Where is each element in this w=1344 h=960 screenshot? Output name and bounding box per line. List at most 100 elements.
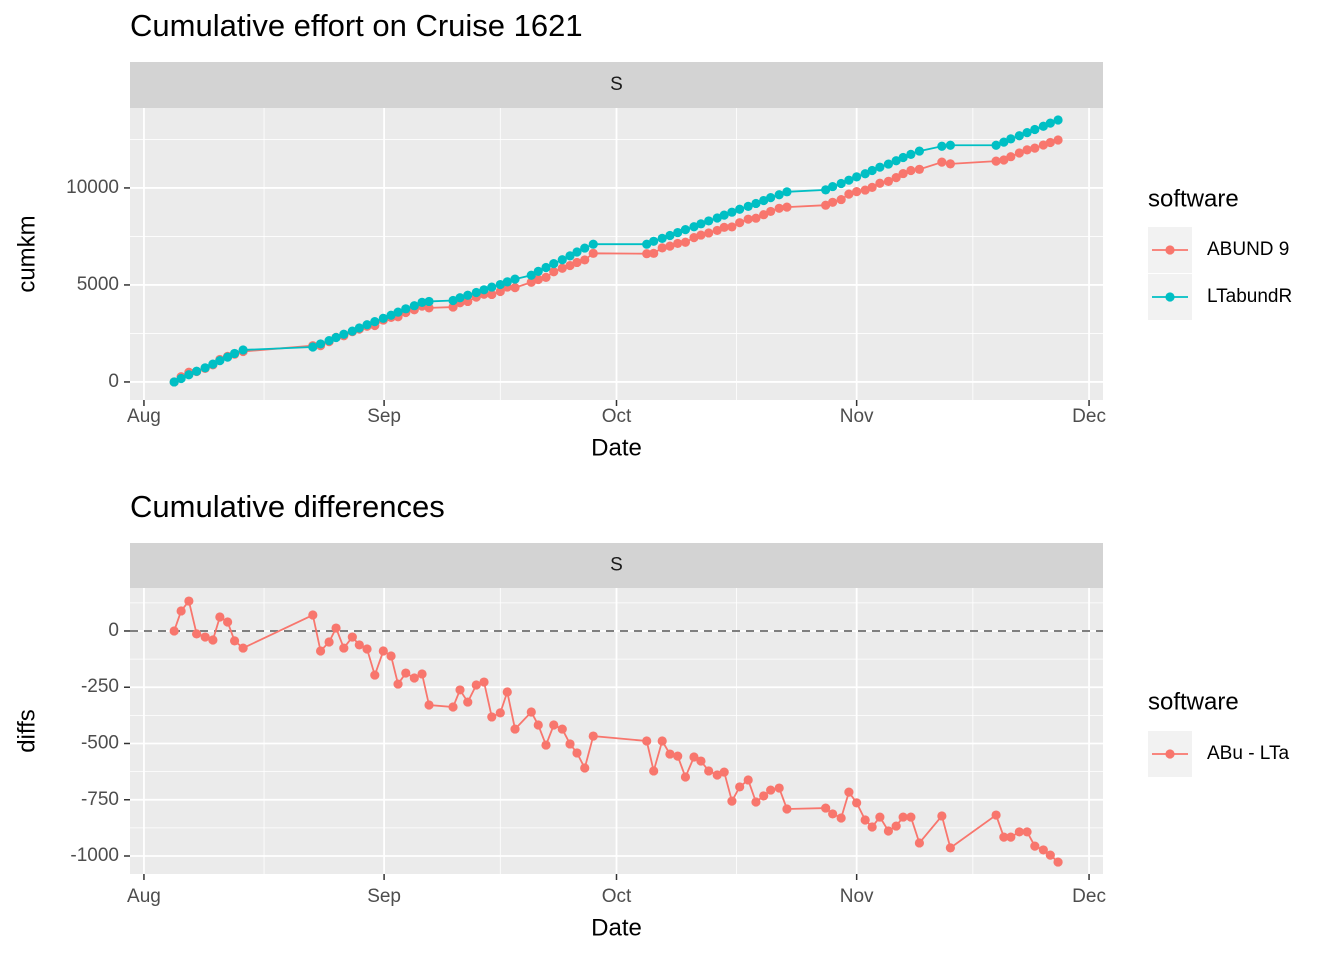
data-point <box>386 310 396 320</box>
data-point <box>393 679 403 689</box>
data-point <box>176 606 186 616</box>
data-point <box>696 756 706 766</box>
data-point <box>487 712 497 722</box>
data-point <box>906 165 916 176</box>
data-point <box>580 243 590 253</box>
data-point <box>354 640 364 650</box>
y-tick-label: 0 <box>108 371 119 392</box>
data-point <box>208 635 218 645</box>
data-point <box>751 213 761 223</box>
data-point <box>362 644 372 654</box>
data-point <box>852 187 862 197</box>
data-point <box>1045 850 1055 860</box>
data-point <box>471 287 481 298</box>
data-point <box>999 137 1009 147</box>
legend-label: ABUND 9 <box>1207 239 1289 260</box>
data-point <box>557 724 567 734</box>
data-point <box>386 651 396 661</box>
data-point <box>898 168 908 179</box>
data-point <box>673 227 683 238</box>
data-point <box>1014 827 1024 837</box>
data-point <box>215 612 225 622</box>
data-point <box>898 812 908 822</box>
data-point <box>704 228 714 238</box>
data-point <box>766 785 776 795</box>
data-point <box>689 233 699 243</box>
data-point <box>696 219 706 229</box>
data-point <box>238 345 248 355</box>
legend-key-point <box>1165 292 1175 302</box>
data-point <box>1006 832 1016 842</box>
data-point <box>580 255 590 265</box>
data-point <box>991 810 1001 820</box>
data-point <box>1038 121 1048 131</box>
data-point <box>223 617 233 627</box>
x-tick-label: Dec <box>1072 886 1106 907</box>
data-point <box>1053 135 1063 145</box>
legend-title: software <box>1148 688 1239 715</box>
data-point <box>354 323 364 333</box>
data-point <box>875 178 885 188</box>
data-point <box>463 290 473 300</box>
data-point <box>510 274 520 284</box>
data-point <box>339 329 349 339</box>
data-point <box>487 282 497 292</box>
data-point <box>580 763 590 773</box>
data-point <box>673 238 683 249</box>
data-point <box>588 731 598 741</box>
data-point <box>588 248 598 258</box>
legend-key-point <box>1165 749 1175 759</box>
data-point <box>657 233 667 243</box>
data-point <box>541 262 551 273</box>
data-point <box>649 766 659 776</box>
data-point <box>774 783 784 793</box>
data-point <box>526 270 536 280</box>
strip-label: S <box>610 74 623 95</box>
data-point <box>448 702 458 712</box>
data-point <box>487 289 497 300</box>
data-point <box>455 293 465 303</box>
data-point <box>782 804 792 814</box>
y-tick-label: -1000 <box>70 845 119 866</box>
data-point <box>541 740 551 750</box>
data-point <box>680 225 691 235</box>
data-point <box>223 352 233 362</box>
data-point <box>649 248 659 258</box>
data-point <box>572 257 582 268</box>
data-point <box>495 708 505 718</box>
data-point <box>565 260 575 271</box>
x-tick-label: Sep <box>367 406 401 427</box>
data-point <box>502 277 512 287</box>
data-point <box>1006 152 1016 162</box>
data-point <box>424 700 434 710</box>
data-point <box>673 751 683 761</box>
y-tick-label: 5000 <box>77 274 119 295</box>
data-point <box>719 767 729 777</box>
data-point <box>526 707 536 717</box>
y-tick-label: -750 <box>81 789 119 810</box>
data-point <box>704 216 714 226</box>
data-point <box>495 286 505 297</box>
data-point <box>696 230 706 240</box>
data-point <box>945 843 955 853</box>
data-point <box>1014 148 1024 158</box>
data-point <box>906 812 916 822</box>
data-point <box>883 826 894 836</box>
data-point <box>642 736 652 746</box>
data-point <box>1022 128 1032 138</box>
data-point <box>331 623 341 633</box>
data-point <box>867 822 877 832</box>
data-point <box>541 272 551 282</box>
data-point <box>572 748 582 758</box>
data-point <box>549 267 559 277</box>
data-point <box>184 370 194 380</box>
data-point <box>852 172 862 182</box>
data-point <box>347 632 357 642</box>
data-point <box>510 724 520 734</box>
data-point <box>680 237 691 247</box>
legend-key-point <box>1165 245 1175 255</box>
data-point <box>1022 827 1032 837</box>
data-point <box>1038 140 1048 150</box>
data-point <box>735 782 745 792</box>
data-point <box>424 296 434 307</box>
